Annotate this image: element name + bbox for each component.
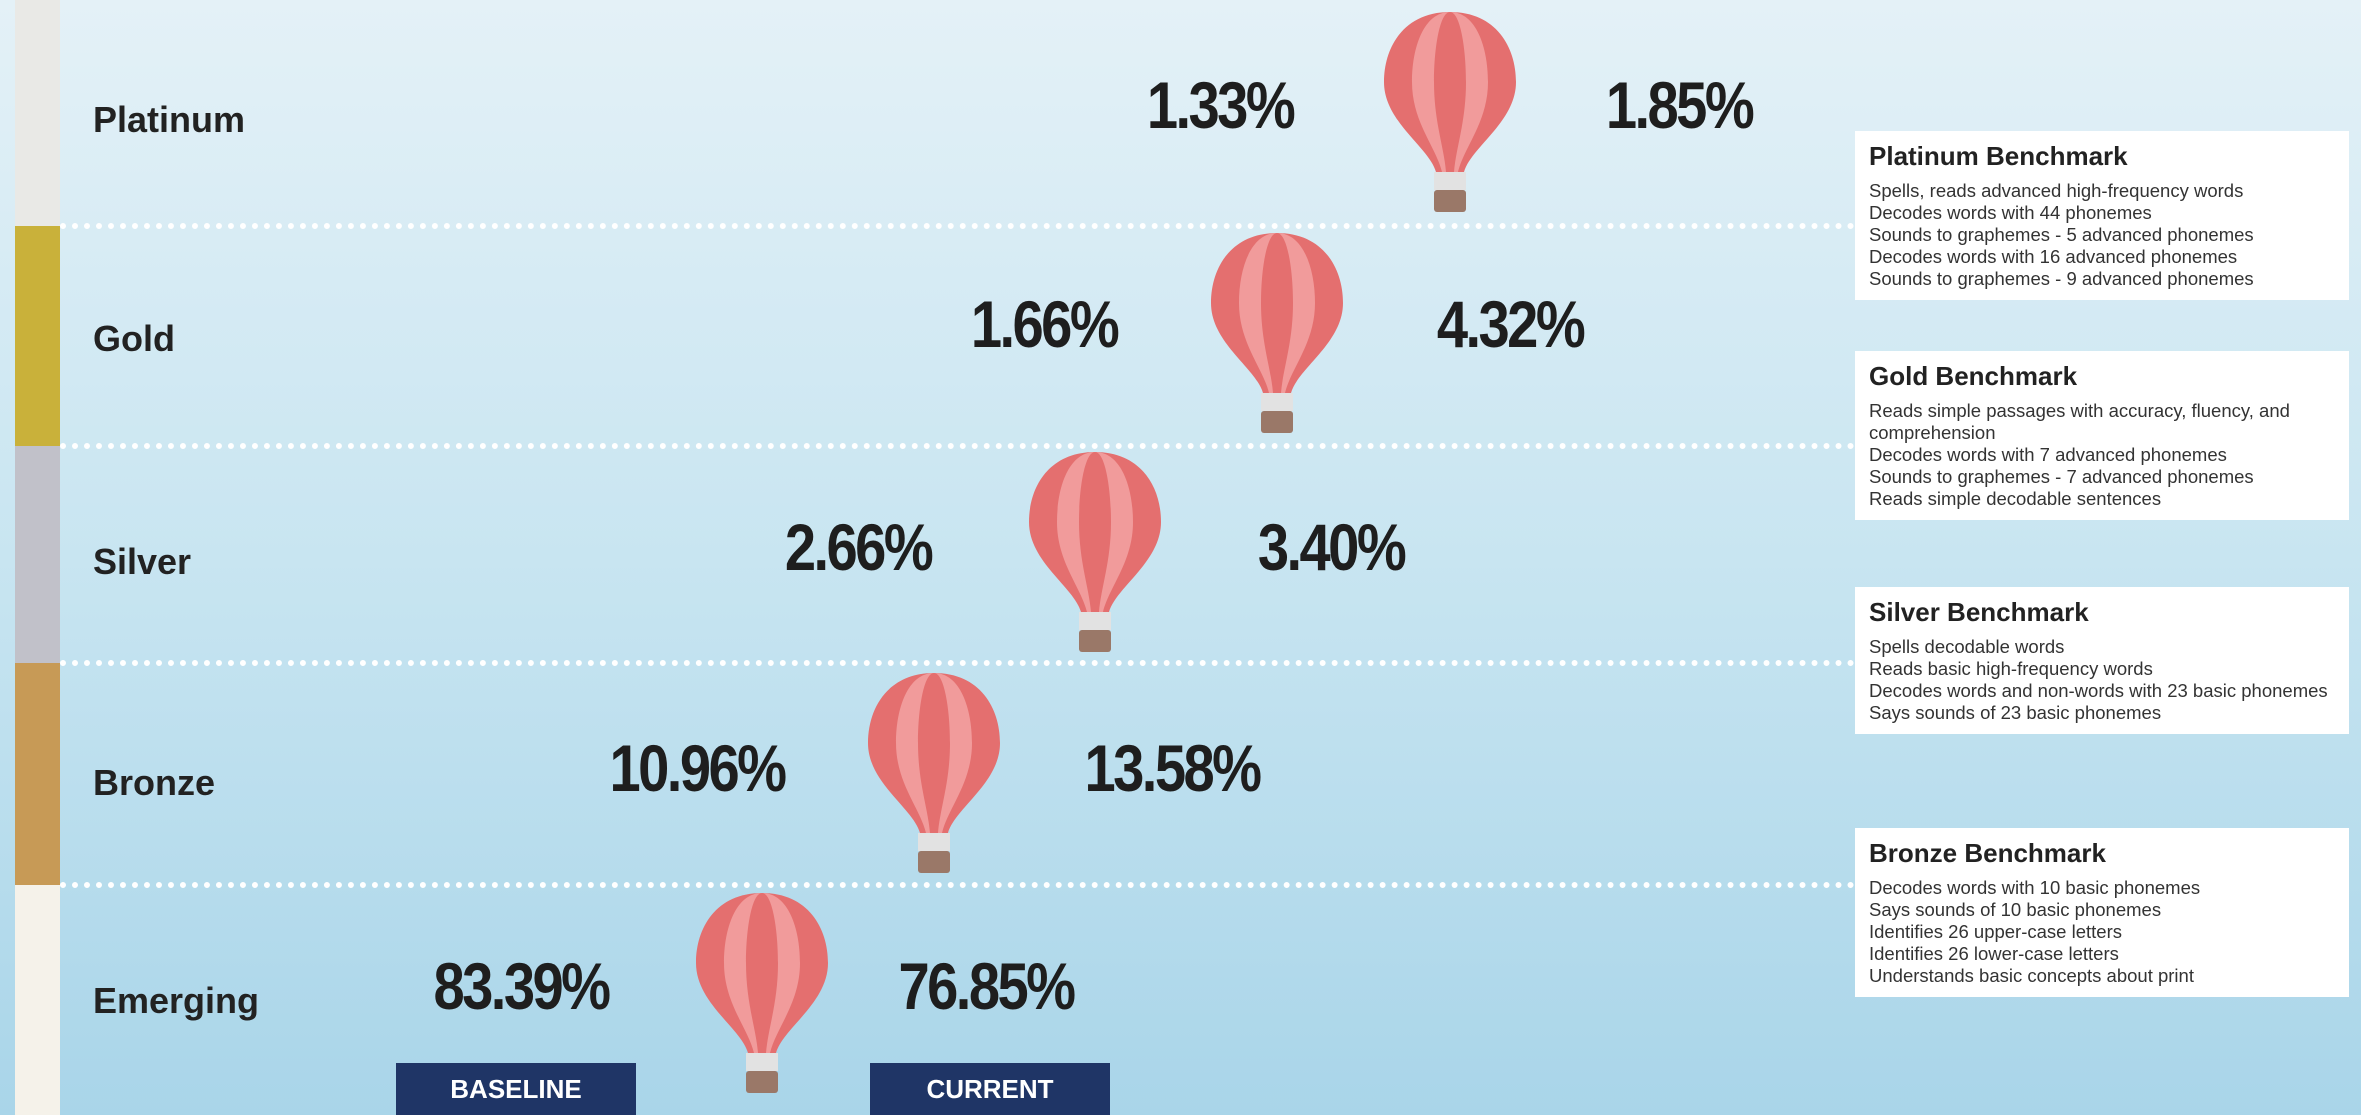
row-divider — [60, 443, 1855, 449]
benchmark-item: Decodes words with 44 phonemes — [1869, 202, 2335, 224]
benchmark-item: Reads simple decodable sentences — [1869, 488, 2335, 510]
baseline-value: 83.39% — [434, 948, 609, 1024]
benchmark-item: Decodes words with 16 advanced phonemes — [1869, 246, 2335, 268]
benchmark-item: Decodes words and non-words with 23 basi… — [1869, 680, 2335, 702]
benchmark-item: Understands basic concepts about print — [1869, 965, 2335, 987]
benchmark-item: Reads simple passages with accuracy, flu… — [1869, 400, 2335, 444]
benchmark-title: Platinum Benchmark — [1869, 141, 2335, 172]
benchmark-item: Sounds to graphemes - 7 advanced phoneme… — [1869, 466, 2335, 488]
benchmark-box: Bronze Benchmark Decodes words with 10 ba… — [1855, 828, 2349, 997]
row-divider — [60, 882, 1855, 888]
benchmark-box: Gold Benchmark Reads simple passages with… — [1855, 351, 2349, 520]
benchmark-title: Silver Benchmark — [1869, 597, 2335, 628]
level-band — [15, 446, 60, 663]
benchmark-item: Reads basic high-frequency words — [1869, 658, 2335, 680]
balloon — [1384, 12, 1516, 212]
page: Platinum 1.33% 1.85% Gold 1.66% 4.32% Silver 2.… — [0, 0, 2361, 1115]
benchmark-title: Bronze Benchmark — [1869, 838, 2335, 869]
benchmark-item: Sounds to graphemes - 9 advanced phoneme… — [1869, 268, 2335, 290]
benchmark-item: Says sounds of 10 basic phonemes — [1869, 899, 2335, 921]
current-label: CURRENT — [870, 1063, 1110, 1115]
baseline-value: 1.66% — [971, 286, 1117, 362]
baseline-value: 2.66% — [785, 509, 931, 585]
benchmark-item: Sounds to graphemes - 5 advanced phoneme… — [1869, 224, 2335, 246]
level-name: Bronze — [93, 762, 215, 804]
level-name: Silver — [93, 541, 191, 583]
benchmark-title: Gold Benchmark — [1869, 361, 2335, 392]
current-value: 1.85% — [1606, 67, 1752, 143]
level-band — [15, 0, 60, 226]
balloon — [868, 673, 1000, 873]
benchmark-item: Decodes words with 10 basic phonemes — [1869, 877, 2335, 899]
benchmark-item: Spells, reads advanced high-frequency wo… — [1869, 180, 2335, 202]
benchmark-item: Identifies 26 lower-case letters — [1869, 943, 2335, 965]
current-value: 4.32% — [1437, 286, 1583, 362]
current-value: 76.85% — [899, 948, 1074, 1024]
benchmark-item: Decodes words with 7 advanced phonemes — [1869, 444, 2335, 466]
level-name: Gold — [93, 318, 175, 360]
balloon — [1029, 452, 1161, 652]
benchmark-item: Identifies 26 upper-case letters — [1869, 921, 2335, 943]
balloon — [1211, 233, 1343, 433]
level-band — [15, 663, 60, 885]
baseline-value: 1.33% — [1147, 67, 1293, 143]
level-name: Platinum — [93, 99, 245, 141]
benchmark-item: Says sounds of 23 basic phonemes — [1869, 702, 2335, 724]
baseline-value: 10.96% — [610, 730, 785, 806]
level-band — [15, 226, 60, 446]
benchmark-box: Platinum Benchmark Spells, reads advanced… — [1855, 131, 2349, 300]
current-value: 3.40% — [1258, 509, 1404, 585]
level-band — [15, 885, 60, 1115]
level-name: Emerging — [93, 980, 259, 1022]
current-value: 13.58% — [1085, 730, 1260, 806]
benchmark-item: Spells decodable words — [1869, 636, 2335, 658]
row-divider — [60, 660, 1855, 666]
baseline-label: BASELINE — [396, 1063, 636, 1115]
row-divider — [60, 223, 1855, 229]
balloon — [696, 893, 828, 1093]
